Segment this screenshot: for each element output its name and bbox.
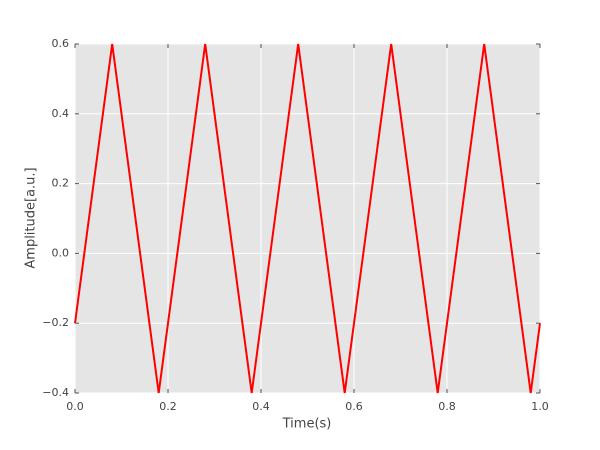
data-line: [74, 43, 541, 394]
y-tick-label: 0.0: [52, 246, 70, 259]
x-tick-label: 0.2: [159, 400, 177, 413]
x-axis-label: Time(s): [282, 417, 332, 432]
y-tick-label: 0.4: [52, 107, 70, 120]
y-tick-label: −0.4: [42, 386, 69, 399]
x-tick-label: 1.0: [531, 400, 549, 413]
y-tick-label: −0.2: [42, 316, 69, 329]
y-tick-label: 0.2: [52, 177, 70, 190]
x-tick-label: 0.4: [252, 400, 270, 413]
y-axis-label: Amplitude[a.u.]: [24, 167, 39, 268]
x-tick-label: 0.0: [66, 400, 84, 413]
x-tick-label: 0.6: [345, 400, 363, 413]
y-tick-label: 0.6: [52, 37, 70, 50]
plot-area: [75, 44, 540, 393]
x-tick-label: 0.8: [438, 400, 456, 413]
